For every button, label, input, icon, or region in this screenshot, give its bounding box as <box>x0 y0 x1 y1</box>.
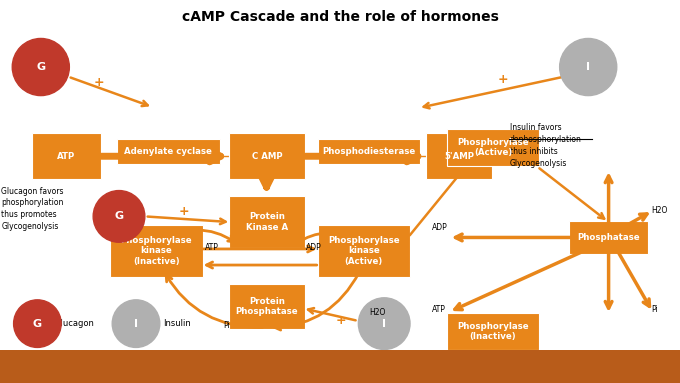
FancyBboxPatch shape <box>229 284 305 329</box>
Text: Insulin: Insulin <box>163 319 191 328</box>
FancyBboxPatch shape <box>110 225 203 277</box>
Ellipse shape <box>560 38 617 96</box>
Text: Phosphorylase
(Inactive): Phosphorylase (Inactive) <box>457 322 529 341</box>
Text: 5'AMP: 5'AMP <box>444 152 474 160</box>
Text: +: + <box>336 314 347 327</box>
Text: ADP: ADP <box>432 223 447 232</box>
Text: 1/14/2017: 1/14/2017 <box>48 364 84 370</box>
Text: G: G <box>33 319 42 329</box>
Text: ADP: ADP <box>306 243 322 252</box>
Text: C AMP: C AMP <box>252 152 282 160</box>
Text: cAMP Cascade and the role of hormones: cAMP Cascade and the role of hormones <box>182 10 498 24</box>
Text: Phosphorylase
kinase
(Active): Phosphorylase kinase (Active) <box>328 236 400 266</box>
Ellipse shape <box>93 191 145 242</box>
Text: H2O: H2O <box>651 206 667 214</box>
Text: ATP: ATP <box>205 243 219 252</box>
Text: Pi: Pi <box>651 305 658 314</box>
FancyBboxPatch shape <box>447 313 539 350</box>
Text: I: I <box>586 62 590 72</box>
FancyBboxPatch shape <box>32 133 101 179</box>
Ellipse shape <box>12 38 69 96</box>
Text: H2O: H2O <box>369 308 386 317</box>
Text: ATP: ATP <box>57 152 75 160</box>
Text: Adenylate cyclase: Adenylate cyclase <box>124 147 212 156</box>
FancyBboxPatch shape <box>426 133 492 179</box>
Text: Phosphorylase
kinase
(Inactive): Phosphorylase kinase (Inactive) <box>120 236 192 266</box>
Text: Phosphatase: Phosphatase <box>577 233 640 242</box>
Text: Protein
Phosphatase: Protein Phosphatase <box>235 297 299 316</box>
FancyBboxPatch shape <box>447 129 539 166</box>
FancyBboxPatch shape <box>318 139 420 164</box>
Text: G: G <box>36 62 46 72</box>
Text: Phosphorylase
(Active): Phosphorylase (Active) <box>457 138 529 157</box>
Ellipse shape <box>14 300 61 347</box>
FancyBboxPatch shape <box>0 350 680 383</box>
Text: +: + <box>178 205 189 218</box>
FancyBboxPatch shape <box>229 133 305 179</box>
Text: Glucagon: Glucagon <box>54 319 95 328</box>
Text: ATP: ATP <box>432 305 445 314</box>
Text: I: I <box>134 319 138 329</box>
Text: Protein
Kinase A: Protein Kinase A <box>246 213 288 232</box>
Text: Phosphodiesterase: Phosphodiesterase <box>322 147 415 156</box>
Text: Insulin favors
dephosphorylation
thus inhibits
Glycogenolysis: Insulin favors dephosphorylation thus in… <box>510 123 582 168</box>
Text: I: I <box>382 319 386 329</box>
FancyBboxPatch shape <box>569 221 648 254</box>
Ellipse shape <box>358 298 410 349</box>
Text: +: + <box>498 73 509 86</box>
FancyBboxPatch shape <box>318 225 410 277</box>
Text: Glucagon favors
phosphorylation
thus promotes
Glycogenolysis: Glucagon favors phosphorylation thus pro… <box>1 187 64 231</box>
Text: +: + <box>93 76 104 89</box>
Ellipse shape <box>112 300 160 347</box>
Text: NAMRATA CHHABRA, M.D: NAMRATA CHHABRA, M.D <box>262 364 350 370</box>
Text: Pi: Pi <box>223 321 230 330</box>
FancyBboxPatch shape <box>117 139 220 164</box>
FancyBboxPatch shape <box>229 196 305 248</box>
Text: G: G <box>114 211 124 221</box>
